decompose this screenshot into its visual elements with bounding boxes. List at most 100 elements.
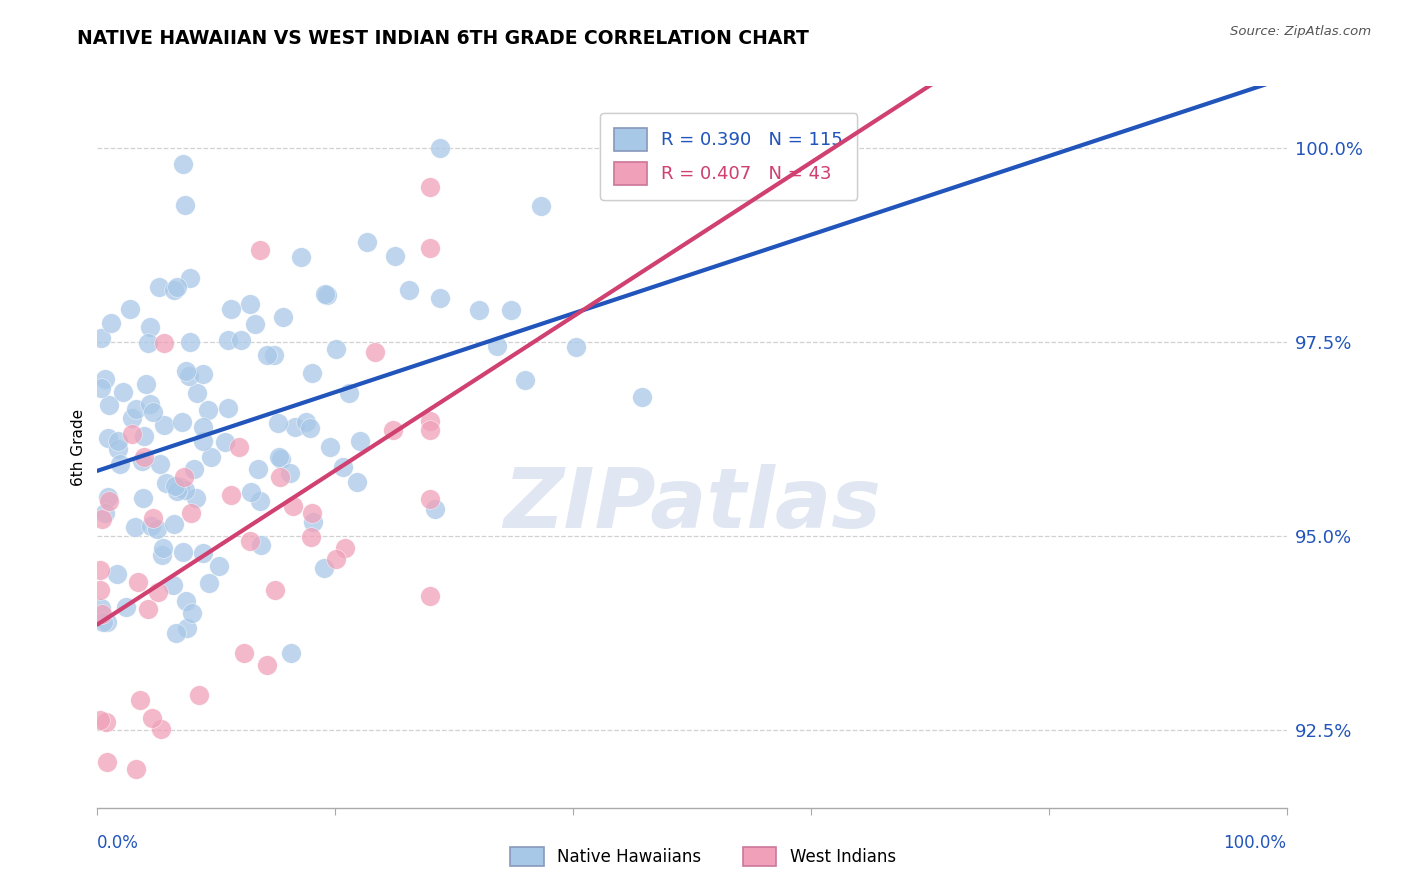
Point bbox=[425, 501, 447, 516]
Point bbox=[150, 548, 173, 562]
Text: 100.0%: 100.0% bbox=[1223, 834, 1286, 853]
Point bbox=[174, 198, 197, 212]
Point bbox=[314, 561, 336, 575]
Point bbox=[271, 310, 294, 324]
Legend: Native Hawaiians, West Indians: Native Hawaiians, West Indians bbox=[503, 840, 903, 873]
Point bbox=[177, 368, 200, 383]
Point bbox=[191, 367, 214, 381]
Point bbox=[239, 534, 262, 549]
Y-axis label: 6th Grade: 6th Grade bbox=[72, 409, 86, 485]
Point bbox=[90, 600, 112, 615]
Point bbox=[316, 288, 339, 302]
Point bbox=[121, 426, 143, 441]
Point bbox=[179, 270, 201, 285]
Point bbox=[125, 762, 148, 776]
Point bbox=[530, 199, 553, 213]
Point bbox=[162, 578, 184, 592]
Point bbox=[148, 280, 170, 294]
Point bbox=[172, 415, 194, 429]
Point bbox=[186, 386, 208, 401]
Point bbox=[121, 410, 143, 425]
Point bbox=[127, 575, 149, 590]
Point bbox=[100, 316, 122, 330]
Point bbox=[232, 647, 254, 661]
Text: ZIPatlas: ZIPatlas bbox=[503, 464, 882, 545]
Point bbox=[181, 606, 204, 620]
Point bbox=[278, 467, 301, 481]
Point bbox=[94, 714, 117, 729]
Point bbox=[179, 334, 201, 349]
Point bbox=[96, 615, 118, 629]
Point bbox=[219, 301, 242, 316]
Point bbox=[97, 493, 120, 508]
Point bbox=[132, 491, 155, 505]
Point bbox=[96, 755, 118, 769]
Point bbox=[250, 538, 273, 552]
Point bbox=[283, 499, 305, 513]
Point bbox=[112, 385, 135, 400]
Point bbox=[419, 423, 441, 437]
Point bbox=[246, 462, 269, 476]
Point bbox=[419, 491, 441, 506]
Point bbox=[187, 688, 209, 702]
Point bbox=[256, 348, 278, 362]
Point bbox=[97, 398, 120, 412]
Point bbox=[208, 559, 231, 574]
Point bbox=[356, 235, 378, 249]
Point bbox=[266, 416, 288, 430]
Point bbox=[364, 345, 387, 359]
Point bbox=[239, 296, 262, 310]
Point bbox=[165, 479, 187, 493]
Point bbox=[214, 434, 236, 449]
Point bbox=[419, 180, 441, 194]
Point bbox=[228, 440, 250, 454]
Point bbox=[263, 348, 285, 362]
Point bbox=[217, 334, 239, 348]
Point bbox=[193, 419, 215, 434]
Point bbox=[124, 520, 146, 534]
Point bbox=[429, 291, 451, 305]
Point bbox=[419, 241, 441, 255]
Point bbox=[131, 454, 153, 468]
Point bbox=[243, 317, 266, 331]
Point bbox=[174, 594, 197, 608]
Point bbox=[141, 711, 163, 725]
Legend: R = 0.390   N = 115, R = 0.407   N = 43: R = 0.390 N = 115, R = 0.407 N = 43 bbox=[600, 113, 858, 200]
Point bbox=[186, 491, 208, 505]
Point bbox=[197, 403, 219, 417]
Point bbox=[90, 381, 112, 395]
Point bbox=[631, 390, 654, 404]
Point bbox=[136, 602, 159, 616]
Point bbox=[346, 475, 368, 489]
Point bbox=[419, 589, 441, 603]
Point bbox=[172, 544, 194, 558]
Point bbox=[349, 434, 371, 448]
Point bbox=[290, 250, 312, 264]
Point bbox=[183, 462, 205, 476]
Point bbox=[166, 279, 188, 293]
Point bbox=[249, 493, 271, 508]
Point bbox=[429, 141, 451, 155]
Point bbox=[217, 401, 239, 415]
Point bbox=[221, 488, 243, 502]
Point bbox=[419, 414, 441, 428]
Point bbox=[89, 713, 111, 727]
Point bbox=[107, 434, 129, 449]
Point bbox=[239, 485, 262, 500]
Point bbox=[89, 583, 111, 598]
Point bbox=[564, 340, 586, 354]
Point bbox=[146, 522, 169, 536]
Point bbox=[319, 440, 342, 454]
Point bbox=[155, 476, 177, 491]
Point bbox=[148, 585, 170, 599]
Point bbox=[97, 431, 120, 445]
Point bbox=[91, 512, 114, 526]
Point bbox=[135, 376, 157, 391]
Point bbox=[139, 396, 162, 410]
Point bbox=[515, 373, 537, 387]
Point bbox=[94, 506, 117, 520]
Point bbox=[264, 583, 287, 598]
Point bbox=[165, 625, 187, 640]
Point bbox=[325, 342, 347, 356]
Point bbox=[153, 418, 176, 433]
